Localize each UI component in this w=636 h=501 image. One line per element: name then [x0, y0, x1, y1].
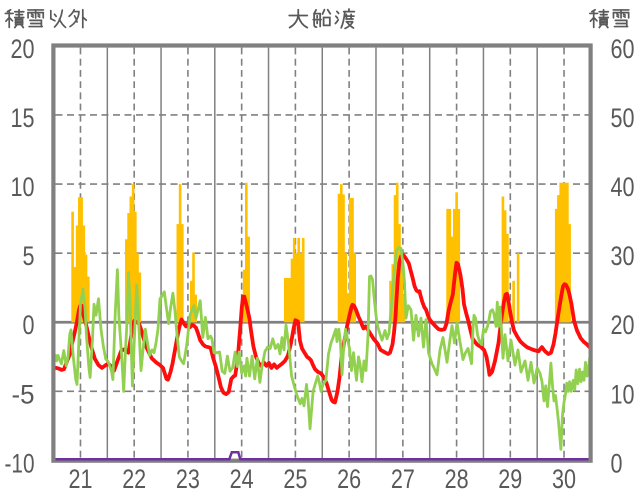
svg-text:0: 0	[611, 448, 623, 478]
svg-text:23: 23	[176, 464, 200, 494]
svg-text:5: 5	[23, 241, 35, 271]
svg-text:30: 30	[611, 241, 635, 271]
svg-text:40: 40	[611, 172, 635, 202]
svg-text:30: 30	[552, 464, 576, 494]
svg-text:20: 20	[11, 34, 35, 64]
svg-text:21: 21	[68, 464, 92, 494]
svg-text:60: 60	[611, 34, 635, 64]
svg-text:15: 15	[11, 103, 35, 133]
svg-text:-10: -10	[5, 448, 35, 478]
svg-text:26: 26	[337, 464, 361, 494]
svg-text:50: 50	[611, 103, 635, 133]
svg-text:-5: -5	[12, 379, 35, 409]
svg-text:20: 20	[611, 310, 635, 340]
svg-text:22: 22	[122, 464, 146, 494]
svg-text:10: 10	[611, 379, 635, 409]
svg-text:29: 29	[498, 464, 522, 494]
svg-text:10: 10	[11, 172, 35, 202]
svg-text:28: 28	[445, 464, 469, 494]
svg-text:24: 24	[230, 464, 254, 494]
svg-text:27: 27	[391, 464, 415, 494]
svg-text:0: 0	[23, 310, 35, 340]
svg-text:25: 25	[283, 464, 307, 494]
